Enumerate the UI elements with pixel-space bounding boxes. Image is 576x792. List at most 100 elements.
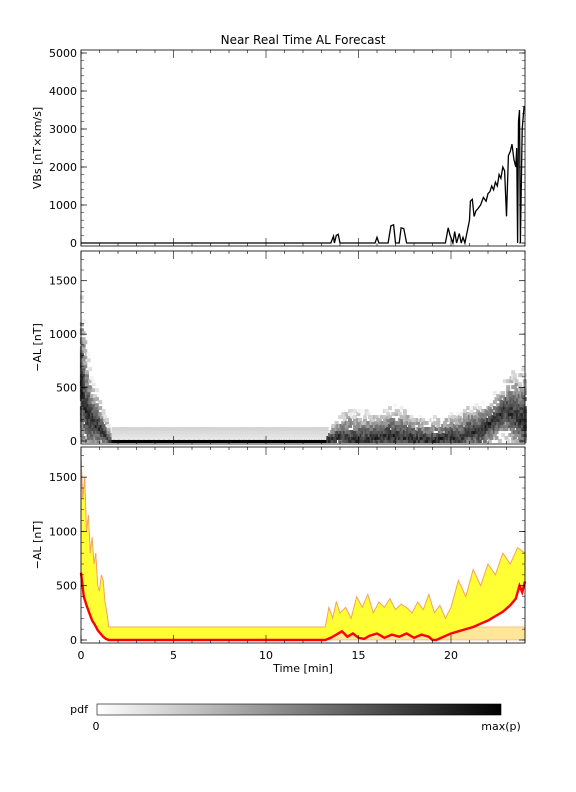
pdf-cell (86, 358, 91, 363)
pdf-cell (344, 427, 349, 432)
pdf-cell (386, 427, 391, 432)
pdf-cell (447, 424, 452, 429)
pdf-cell (492, 433, 497, 438)
pdf-cell (496, 427, 501, 432)
pdf-cell (79, 295, 84, 300)
pdf-cell (86, 391, 91, 396)
pdf-cell (86, 352, 91, 357)
pdf-cell (94, 406, 99, 411)
pdf-cell (371, 421, 376, 426)
pdf-cell (494, 436, 499, 441)
y-axis-label: VBs [nT×km/s] (31, 107, 44, 189)
pdf-cell (356, 412, 361, 417)
pdf-cell (106, 433, 111, 438)
pdf-cell (521, 400, 526, 405)
pdf-cell (362, 427, 367, 432)
pdf-cell (382, 415, 387, 420)
pdf-cell (104, 421, 109, 426)
pdf-cell (101, 436, 106, 441)
pdf-cell (489, 403, 494, 408)
pdf-cell (519, 373, 524, 378)
pdf-cell (392, 403, 397, 408)
pdf-cell (83, 355, 88, 360)
pdf-cell (79, 409, 84, 414)
pdf-cell (94, 409, 99, 414)
pdf-cell (366, 424, 371, 429)
pdf-cell (482, 439, 487, 443)
pdf-cell (324, 433, 329, 438)
pdf-cell (83, 364, 88, 369)
pdf-cell (106, 430, 111, 435)
pdf-cell (517, 385, 522, 390)
colorbar-label: pdf (70, 703, 89, 716)
pdf-cell (477, 412, 482, 417)
pdf-cell (347, 418, 352, 423)
pdf-cell (402, 409, 407, 414)
pdf-cell (507, 394, 512, 399)
pdf-cell (351, 421, 356, 426)
pdf-cell (487, 412, 492, 417)
pdf-cell (104, 418, 109, 423)
pdf-cell (404, 418, 409, 423)
pdf-cell (396, 424, 401, 429)
al-forecast-panel: 0 500 1000 1500 −AL [nT] 0 5 10 15 20 Time [min] (31, 446, 527, 675)
pdf-cell (81, 331, 86, 336)
pdf-cell (481, 400, 486, 405)
pdf-cell (83, 361, 88, 366)
pdf-cell (352, 415, 357, 420)
pdf-cell (489, 436, 494, 441)
pdf-cell (371, 418, 376, 423)
pdf-cell (396, 421, 401, 426)
pdf-cell (494, 397, 499, 402)
pdf-cell (103, 427, 108, 432)
pdf-cell (84, 385, 89, 390)
pdf-cell (447, 415, 452, 420)
pdf-cell (521, 403, 526, 408)
pdf-cell (484, 409, 489, 414)
pdf-cell (98, 400, 103, 405)
pdf-cell (81, 319, 86, 324)
pdf-cell (86, 439, 91, 443)
pdf-cell (464, 415, 469, 420)
al-pdf-panel: 0 500 1000 1500 −AL [nT] (31, 250, 527, 448)
pdf-cell (364, 409, 369, 414)
pdf-cell (384, 409, 389, 414)
pdf-cell (454, 418, 459, 423)
pdf-cell (342, 418, 347, 423)
pdf-cell (514, 430, 519, 435)
pdf-cell (411, 421, 416, 426)
pdf-cell (369, 415, 374, 420)
pdf-cell (504, 424, 509, 429)
pdf-cell (452, 415, 457, 420)
pdf-cell (387, 424, 392, 429)
pdf-cell (99, 415, 104, 420)
pdf-cell (516, 439, 521, 443)
pdf-cell (402, 412, 407, 417)
pdf-cell (497, 397, 502, 402)
pdf-cell (84, 370, 89, 375)
pdf-cell (91, 388, 96, 393)
pdf-cell (339, 424, 344, 429)
pdf-cell (386, 412, 391, 417)
pdf-cell (421, 418, 426, 423)
pdf-cell (444, 418, 449, 423)
pdf-cell (482, 412, 487, 417)
pdf-cell (396, 409, 401, 414)
pdf-cell (496, 403, 501, 408)
pdf-cell (356, 421, 361, 426)
y-tick-label: 1500 (49, 275, 77, 288)
pdf-cell (361, 424, 366, 429)
pdf-cell (479, 415, 484, 420)
pdf-cell (517, 382, 522, 387)
pdf-cell (88, 388, 93, 393)
pdf-cell (449, 427, 454, 432)
pdf-cell (454, 421, 459, 426)
pdf-cell (397, 412, 402, 417)
pdf-cell (84, 427, 89, 432)
pdf-cell (331, 427, 336, 432)
colorbar (96, 703, 502, 716)
pdf-cell (341, 421, 346, 426)
pdf-cell (434, 427, 439, 432)
pdf-cell (422, 430, 427, 435)
